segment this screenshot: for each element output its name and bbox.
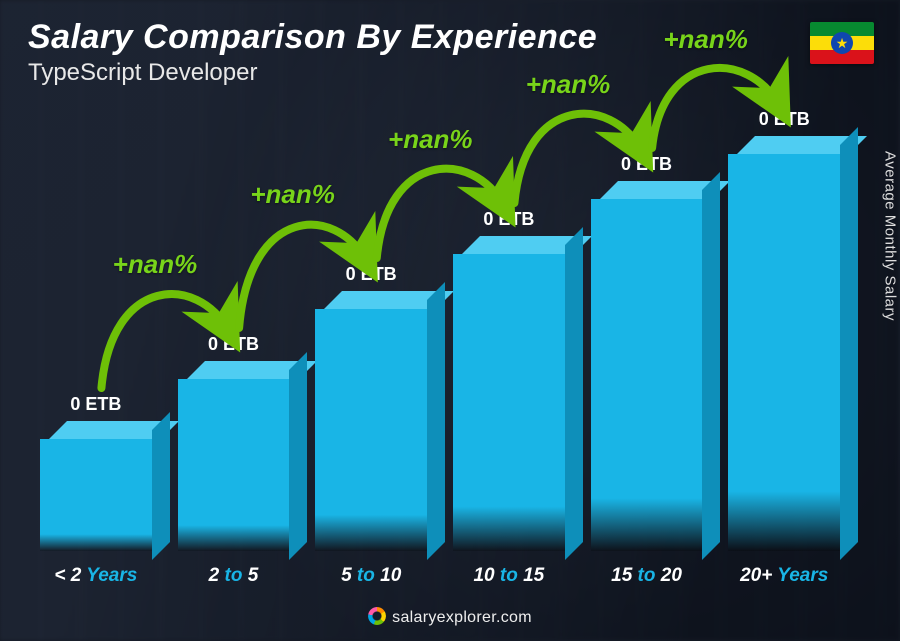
bar <box>40 421 152 551</box>
category-label: 10 to 15 <box>453 565 565 587</box>
y-axis-label: Average Monthly Salary <box>882 151 899 321</box>
bar <box>315 291 427 551</box>
bar-column: 0 ETB <box>728 109 840 551</box>
bar-column: 0 ETB <box>315 264 427 551</box>
page-subtitle: TypeScript Developer <box>28 59 597 87</box>
page-title: Salary Comparison By Experience <box>28 18 597 57</box>
bar <box>178 361 290 551</box>
bar-column: 0 ETB <box>178 334 290 551</box>
salary-bar-chart: 0 ETB 0 ETB 0 ETB 0 ETB 0 ETB <box>40 110 840 551</box>
bar <box>591 181 703 551</box>
category-label: 20+ Years <box>728 565 840 587</box>
bar <box>453 236 565 551</box>
bar-value-label: 0 ETB <box>208 334 259 355</box>
bar-column: 0 ETB <box>453 209 565 551</box>
category-label: < 2 Years <box>40 565 152 587</box>
footer: salaryexplorer.com <box>0 607 900 627</box>
bar-value-label: 0 ETB <box>70 394 121 415</box>
x-axis-labels: < 2 Years 2 to 5 5 to 10 10 to 15 15 to 20 20… <box>40 565 840 587</box>
bar <box>728 136 840 551</box>
category-label: 15 to 20 <box>591 565 703 587</box>
site-logo-icon <box>368 607 386 625</box>
flag-emblem-icon: ★ <box>831 32 853 54</box>
bar-value-label: 0 ETB <box>483 209 534 230</box>
site-name: salaryexplorer.com <box>392 609 532 626</box>
category-label: 5 to 10 <box>315 565 427 587</box>
category-label: 2 to 5 <box>178 565 290 587</box>
bar-value-label: 0 ETB <box>759 109 810 130</box>
country-flag-ethiopia: ★ <box>810 22 874 64</box>
header: Salary Comparison By Experience TypeScri… <box>28 18 597 87</box>
bar-column: 0 ETB <box>591 154 703 551</box>
bar-column: 0 ETB <box>40 394 152 551</box>
bar-value-label: 0 ETB <box>346 264 397 285</box>
bar-value-label: 0 ETB <box>621 154 672 175</box>
